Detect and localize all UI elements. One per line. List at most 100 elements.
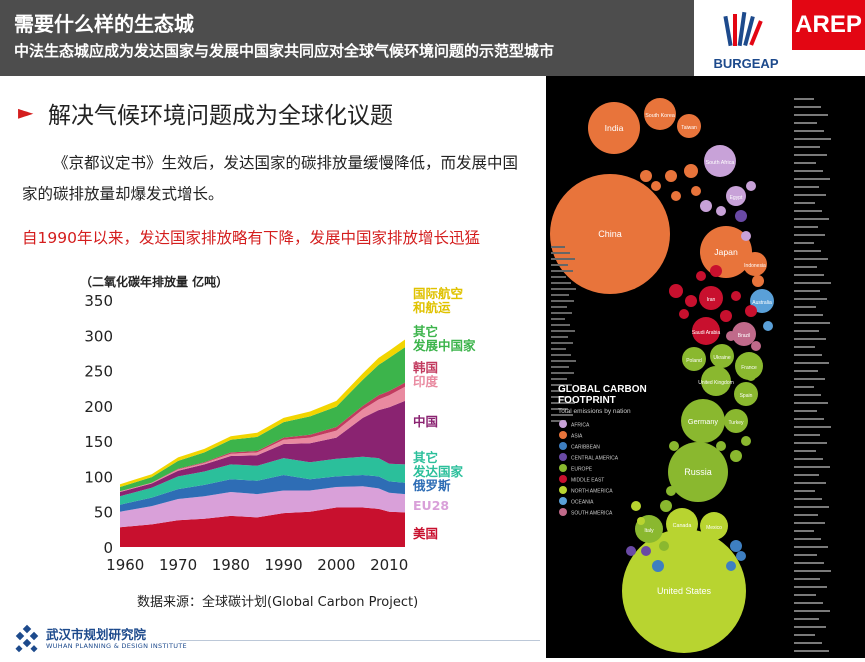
area-series xyxy=(120,400,405,497)
header-bar xyxy=(0,0,694,76)
poster-country-list-line xyxy=(794,546,828,548)
poster-country-list-line xyxy=(794,178,830,180)
country-bubble-label: South Africa xyxy=(706,160,735,166)
country-bubble-label: Turkey xyxy=(728,420,744,426)
poster-country-list-line xyxy=(551,270,573,272)
poster-country-list-line xyxy=(794,650,829,652)
country-bubble-small xyxy=(746,181,756,191)
poster-country-list-line xyxy=(794,442,827,444)
country-bubble-label: Taiwan xyxy=(681,125,697,131)
emissions-area-chart: （二氧化碳年排放量 亿吨） 0 50 100 150 200 250 300 350 1960 19… xyxy=(80,272,480,582)
country-bubble-label: Saudi Arabia xyxy=(692,330,721,336)
poster-country-list-line xyxy=(551,276,566,278)
poster-country-list-line xyxy=(794,506,829,508)
poster-country-list-line xyxy=(551,396,570,398)
poster-country-list-line xyxy=(551,252,570,254)
poster-country-list-line xyxy=(551,300,574,302)
poster-country-list-line xyxy=(794,274,824,276)
country-bubble-small xyxy=(671,191,681,201)
country-bubble-small xyxy=(730,450,742,462)
poster-legend-label: AFRICA xyxy=(571,423,590,429)
country-bubble xyxy=(700,226,752,278)
chart-xtick-label: 1970 xyxy=(159,556,197,574)
poster-country-list-line xyxy=(794,234,825,236)
chart-legend-label: 美国 xyxy=(413,526,438,541)
poster-country-list-line xyxy=(794,146,820,148)
poster-country-list-line xyxy=(794,434,820,436)
poster-country-list-line xyxy=(794,258,828,260)
poster-country-list-line xyxy=(794,610,830,612)
country-bubble-label: South Korea xyxy=(645,113,675,119)
country-bubble xyxy=(677,114,701,138)
institute-name-en: WUHAN PLANNING & DESIGN INSTITUTE xyxy=(46,642,187,650)
chart-ytick-label: 250 xyxy=(84,363,113,381)
chart-ytick-label: 150 xyxy=(84,433,113,451)
country-bubble-small xyxy=(651,181,661,191)
poster-legend-swatch xyxy=(559,431,567,439)
country-bubble-label: Brazil xyxy=(738,333,751,339)
poster-legend-label: CARIBBEAN xyxy=(571,445,600,451)
country-bubble-label: Germany xyxy=(688,417,718,426)
poster-country-list-line xyxy=(794,418,824,420)
poster-legend-label: NORTH AMERICA xyxy=(571,489,613,495)
poster-country-list-line xyxy=(794,378,825,380)
country-bubble-small xyxy=(752,275,764,287)
chart-ytick-label: 50 xyxy=(94,504,113,522)
poster-country-list-line xyxy=(794,282,831,284)
poster-country-list-line xyxy=(551,354,571,356)
country-bubble-label: India xyxy=(605,123,624,133)
country-bubble-small xyxy=(685,295,697,307)
chart-xtick-label: 2000 xyxy=(317,556,355,574)
country-bubble xyxy=(700,512,728,540)
poster-country-list-line xyxy=(551,402,575,404)
country-bubble xyxy=(743,252,767,276)
country-bubble xyxy=(682,347,706,371)
poster-country-list-line xyxy=(794,578,820,580)
poster-country-list-line xyxy=(551,366,569,368)
country-bubble-label: Mexico xyxy=(706,525,722,531)
country-bubble-small xyxy=(731,291,741,301)
country-bubble-small xyxy=(696,271,706,281)
poster-country-list-line xyxy=(551,264,568,266)
poster-legend-swatch xyxy=(559,497,567,505)
poster-country-list-line xyxy=(794,450,816,452)
poster-country-list-line xyxy=(551,282,571,284)
poster-country-list-line xyxy=(551,372,574,374)
country-bubble-small xyxy=(637,517,645,525)
country-bubble-small xyxy=(679,309,689,319)
poster-country-list-line xyxy=(794,186,819,188)
poster-country-list-line xyxy=(551,288,576,290)
country-bubble-label: Russia xyxy=(684,467,712,477)
slide-title: 需要什么样的生态城 xyxy=(14,12,194,36)
chart-xtick-label: 1960 xyxy=(106,556,144,574)
area-series xyxy=(120,507,405,547)
poster-title: FOOTPRINT xyxy=(558,395,616,406)
poster-legend-label: EUROPE xyxy=(571,467,593,473)
country-bubble xyxy=(750,289,774,313)
country-bubble-small xyxy=(640,170,652,182)
country-bubble xyxy=(588,102,640,154)
country-bubble-label: United Kingdom xyxy=(698,380,734,386)
country-bubble-label: Italy xyxy=(644,528,654,534)
poster-country-list-line xyxy=(551,378,567,380)
chart-legend-label: 国际航空 xyxy=(413,286,463,301)
poster-legend-label: OCEANIA xyxy=(571,500,594,506)
country-bubble xyxy=(724,409,748,433)
poster-country-list-line xyxy=(551,306,567,308)
poster-country-list-line xyxy=(794,458,823,460)
highlight-text: 自1990年以来，发达国家排放略有下降，发展中国家排放增长迅猛 xyxy=(22,229,480,247)
chart-xtick-label: 1980 xyxy=(212,556,250,574)
footer-divider xyxy=(180,640,540,641)
poster-country-list-line xyxy=(551,330,575,332)
country-bubble xyxy=(550,174,670,294)
poster-country-list-line xyxy=(794,642,822,644)
country-bubble-small xyxy=(736,551,746,561)
country-bubble-small xyxy=(726,331,736,341)
chart-svg: （二氧化碳年排放量 亿吨） 0 50 100 150 200 250 300 350 1960 19… xyxy=(80,274,476,574)
poster-country-list-line xyxy=(794,290,820,292)
country-bubble-small xyxy=(659,541,669,551)
slide-subtitle: 中法生态城应成为发达国家与发展中国家共同应对全球气候环境问题的示范型城市 xyxy=(14,42,555,60)
poster-country-list-line xyxy=(794,498,822,500)
poster-legend-swatch xyxy=(559,486,567,494)
burgeap-logo-text: BURGEAP xyxy=(713,56,778,71)
